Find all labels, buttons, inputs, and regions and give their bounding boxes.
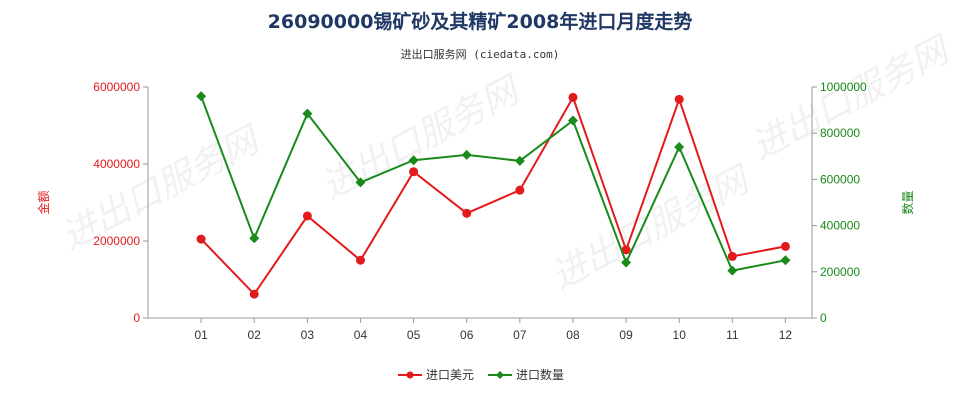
series-1-point (674, 94, 684, 104)
series-1-point (355, 255, 365, 265)
left-tick-label: 2000000 (93, 234, 140, 248)
watermark-text: 进出口服务网 (745, 28, 958, 167)
legend-swatch-marker (406, 371, 414, 379)
x-tick-label: 04 (354, 328, 368, 342)
series-2-point (355, 177, 366, 188)
series-1-point (409, 167, 419, 177)
legend-label: 进口美元 (426, 368, 474, 382)
right-tick-label: 0 (820, 311, 827, 325)
series-2-point (249, 233, 260, 244)
series-1-point (249, 289, 259, 299)
right-tick-label: 1000000 (820, 80, 867, 94)
series-2-point (674, 142, 685, 153)
legend-swatch-marker (496, 371, 504, 379)
right-tick-label: 400000 (820, 219, 860, 233)
right-tick-label: 600000 (820, 172, 860, 186)
series-2-point (514, 155, 525, 166)
x-tick-label: 05 (407, 328, 421, 342)
x-tick-label: 03 (301, 328, 315, 342)
series-layer (196, 91, 791, 299)
series-1-point (515, 185, 525, 195)
right-axis-label: 数量 (900, 190, 915, 214)
chart-subtitle: 进出口服务网 (ciedata.com) (401, 47, 560, 61)
left-tick-label: 6000000 (93, 80, 140, 94)
x-tick-label: 01 (194, 328, 208, 342)
right-tick-label: 800000 (820, 126, 860, 140)
series-line-2 (200, 95, 786, 272)
series-2-point (567, 115, 578, 126)
left-axis-label: 金额 (36, 190, 51, 214)
right-tick-label: 200000 (820, 265, 860, 279)
left-tick-label: 4000000 (93, 157, 140, 171)
series-2-point (621, 257, 632, 268)
x-tick-label: 12 (779, 328, 793, 342)
series-1-point (196, 234, 206, 244)
axes: 0 2000000 4000000 6000000 0 200000 400000 60000… (93, 80, 867, 342)
series-1-point (780, 241, 790, 251)
series-2-point (302, 108, 313, 119)
series-1-point (462, 208, 472, 218)
series-2-point (408, 155, 419, 166)
x-tick-label: 09 (619, 328, 633, 342)
series-2-point (461, 149, 472, 160)
left-tick-label: 0 (133, 311, 140, 325)
watermark-text: 进出口服务网 (315, 68, 528, 207)
series-1-point (568, 92, 578, 102)
legend-label: 进口数量 (516, 367, 564, 382)
series-1-point (727, 251, 737, 261)
series-1-point (621, 245, 631, 255)
series-1-point (302, 211, 312, 221)
x-tick-label: 02 (248, 328, 262, 342)
series-2-point (727, 265, 738, 276)
series-2-point (196, 91, 207, 102)
x-tick-label: 07 (513, 328, 527, 342)
x-tick-label: 11 (726, 328, 739, 342)
series-line-1 (200, 94, 786, 296)
x-tick-label: 10 (673, 328, 687, 342)
legend: 进口美元 进口数量 (398, 367, 564, 382)
series-2-point (780, 255, 791, 266)
x-tick-label: 06 (460, 328, 474, 342)
chart-title: 26090000锡矿砂及其精矿2008年进口月度走势 (268, 10, 693, 33)
x-tick-label: 08 (566, 328, 580, 342)
